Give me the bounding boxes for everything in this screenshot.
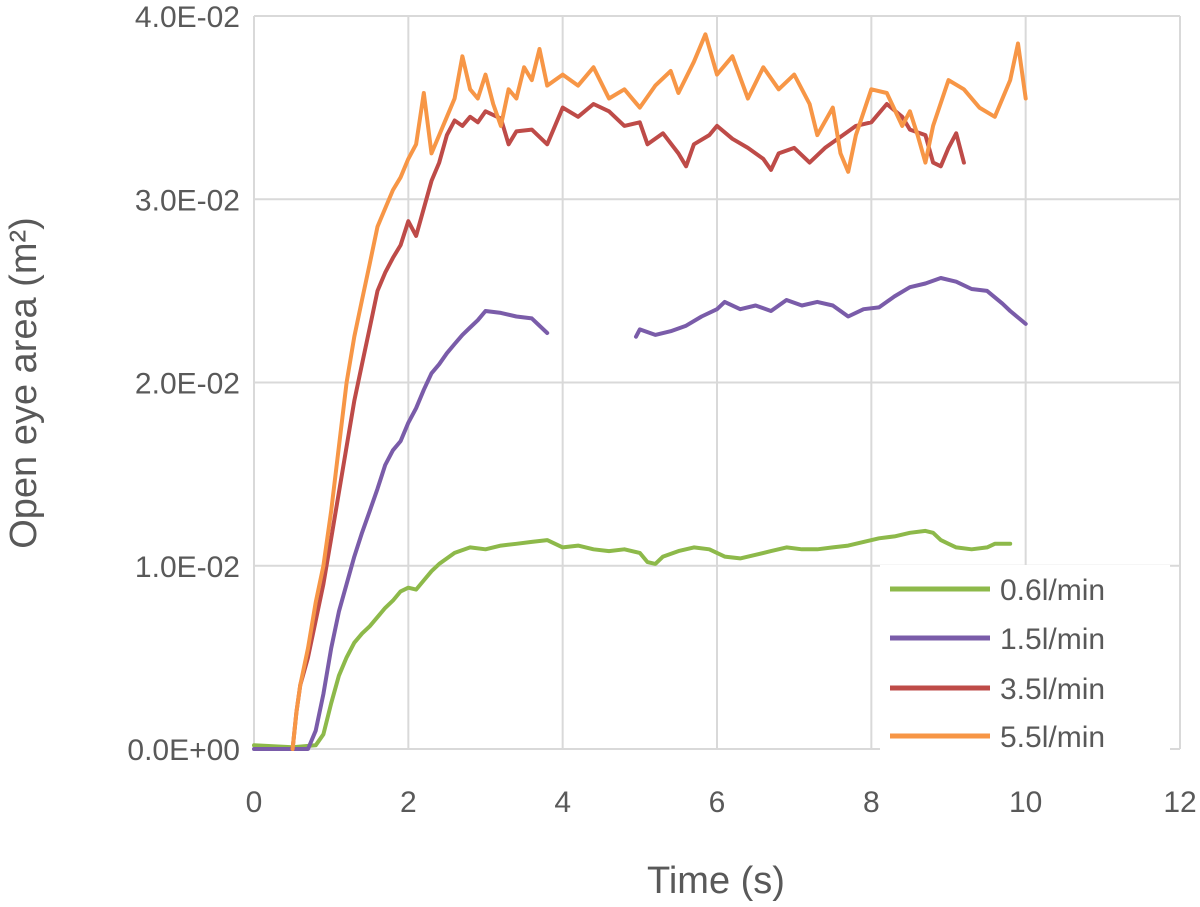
series-line-0-6l-min <box>252 528 1013 750</box>
x-tick-label: 2 <box>400 786 417 819</box>
y-tick-label: 1.0E-02 <box>135 551 240 584</box>
y-axis-title: Open eye area (m²) <box>3 217 45 549</box>
x-tick-label: 4 <box>554 786 571 819</box>
series-line-1-5l-min <box>634 276 1028 339</box>
y-tick-label: 2.0E-02 <box>135 368 240 401</box>
y-tick-label: 3.0E-02 <box>135 184 240 217</box>
x-tick-label: 10 <box>1009 786 1042 819</box>
y-tick-label: 4.0E-02 <box>135 1 240 34</box>
legend-label-3-5: 3.5l/min <box>1000 673 1105 706</box>
y-tick-label: 0.0E+00 <box>127 734 240 767</box>
x-axis-title: Time (s) <box>647 860 785 902</box>
legend-label-5-5: 5.5l/min <box>1000 721 1105 754</box>
x-tick-label: 8 <box>863 786 880 819</box>
legend-label-0-6: 0.6l/min <box>1000 574 1105 607</box>
series-line-5-5l-min <box>290 32 1028 751</box>
gridlines <box>253 15 1181 750</box>
y-axis-ticks: 0.0E+00 1.0E-02 2.0E-02 3.0E-02 4.0E-02 <box>127 1 240 767</box>
x-tick-label: 12 <box>1163 786 1196 819</box>
x-axis-ticks: 0 2 4 6 8 10 12 <box>246 786 1197 819</box>
series-line-3-5l-min <box>290 102 966 751</box>
x-tick-label: 6 <box>709 786 726 819</box>
legend: 0.6l/min 1.5l/min 3.5l/min 5.5l/min <box>880 565 1170 755</box>
legend-label-1-5: 1.5l/min <box>1000 623 1105 656</box>
x-tick-label: 0 <box>246 786 263 819</box>
plot-series <box>252 32 1028 751</box>
series-line-1-5l-min <box>252 309 550 751</box>
legend-box <box>880 565 1170 755</box>
